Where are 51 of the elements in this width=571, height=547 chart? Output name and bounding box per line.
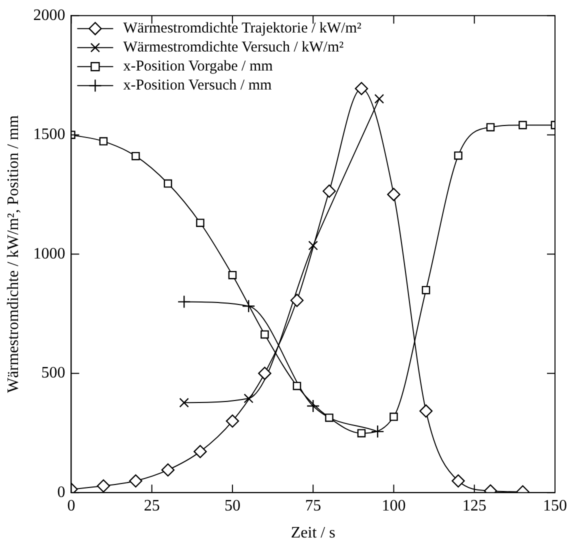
point bbox=[325, 414, 334, 422]
point bbox=[226, 414, 240, 428]
legend-label: x-Position Vorgabe / mm bbox=[123, 58, 274, 75]
point bbox=[129, 474, 142, 488]
y-tick-label: 1000 bbox=[33, 245, 66, 262]
x-tick-label: 50 bbox=[224, 497, 240, 514]
point bbox=[419, 404, 433, 418]
legend-label: Wärmestromdichte Versuch / kW/m² bbox=[123, 40, 344, 56]
point bbox=[357, 429, 366, 438]
x-tick-label: 25 bbox=[144, 497, 160, 514]
point bbox=[422, 286, 430, 294]
point bbox=[374, 94, 384, 104]
y-tick-label: 500 bbox=[41, 364, 66, 382]
point bbox=[99, 137, 108, 146]
point bbox=[194, 444, 207, 458]
y-tick-label: 2000 bbox=[33, 6, 66, 24]
point bbox=[454, 151, 462, 160]
x-tick-label: 125 bbox=[462, 497, 486, 514]
point bbox=[290, 294, 304, 307]
point bbox=[177, 295, 191, 308]
point bbox=[242, 299, 256, 313]
point bbox=[387, 188, 400, 202]
point bbox=[371, 424, 384, 438]
point bbox=[308, 240, 318, 250]
y-tick-label: 0 bbox=[57, 484, 66, 501]
point bbox=[354, 82, 368, 96]
point bbox=[518, 120, 527, 130]
x-axis-title: Zeit / s bbox=[290, 524, 336, 542]
point bbox=[96, 479, 110, 493]
point bbox=[306, 399, 320, 413]
point bbox=[486, 123, 495, 132]
point bbox=[258, 366, 272, 380]
point bbox=[390, 412, 398, 421]
y-tick-label: 1500 bbox=[33, 126, 66, 144]
y-axis-title: Wärmestromdichte / kW/m², Position / mm bbox=[4, 114, 22, 393]
point bbox=[452, 474, 465, 488]
legend-label: x-Position Versuch / mm bbox=[123, 78, 272, 94]
point bbox=[292, 382, 302, 390]
point bbox=[164, 179, 172, 188]
x-tick-label: 150 bbox=[543, 497, 567, 514]
point bbox=[260, 330, 269, 339]
legend-label: Wärmestromdichte Trajektorie / kW/m² bbox=[123, 20, 362, 37]
x-tick-label: 100 bbox=[382, 497, 406, 514]
point bbox=[132, 152, 140, 160]
point bbox=[244, 394, 254, 404]
point bbox=[228, 270, 237, 280]
point bbox=[161, 463, 175, 477]
point bbox=[196, 218, 204, 227]
x-tick-label: 75 bbox=[305, 497, 322, 514]
point bbox=[179, 398, 189, 408]
point bbox=[322, 184, 336, 198]
